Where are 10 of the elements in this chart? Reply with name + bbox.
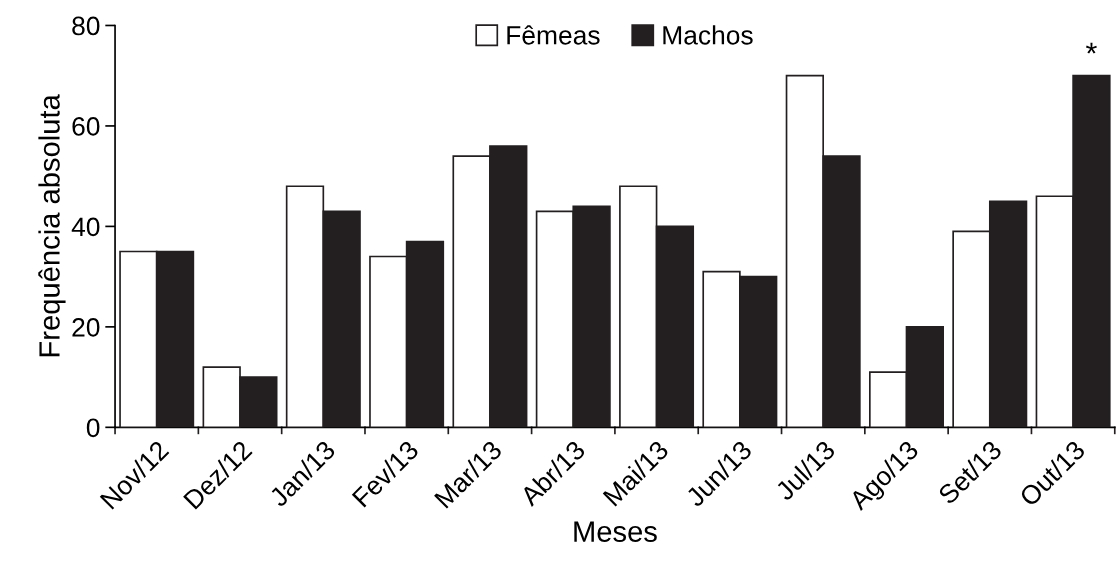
y-tick-label: 60 xyxy=(72,117,100,136)
annotation: * xyxy=(1085,42,1097,54)
x-axis-title: Meses xyxy=(574,521,657,542)
y-tick-label: 0 xyxy=(86,418,100,438)
y-axis-title: Frequência absoluta xyxy=(38,94,66,357)
y-tick-label: 80 xyxy=(72,16,100,36)
legend-label: Fêmeas xyxy=(507,25,600,45)
y-tick-label: 20 xyxy=(72,318,100,337)
legend-label: Machos xyxy=(663,25,753,45)
y-tick-label: 40 xyxy=(71,217,100,237)
